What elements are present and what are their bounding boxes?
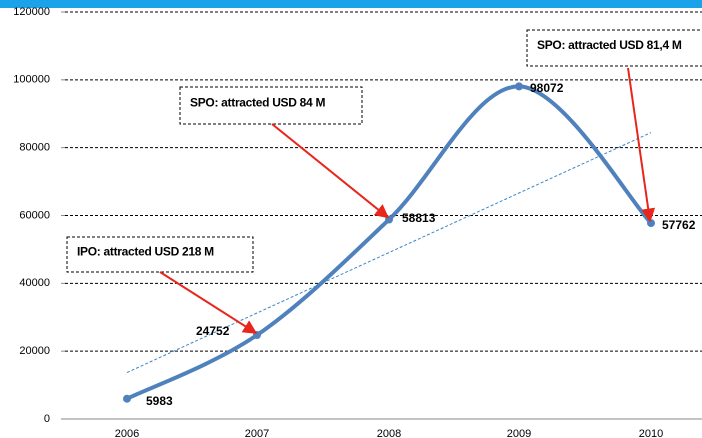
data-label: 57762 (662, 218, 696, 232)
y-tick-label: 120000 (13, 6, 50, 18)
y-tick-label: 0 (44, 413, 50, 425)
data-label: 58813 (402, 211, 436, 225)
y-tick-label: 60000 (19, 209, 50, 221)
annotation-box (526, 29, 702, 67)
trend-line (126, 132, 652, 373)
point (123, 394, 131, 403)
y-tick-label: 80000 (19, 142, 50, 154)
annotation-arrow (627, 67, 656, 223)
header-strip (0, 0, 702, 8)
x-tick-label: 2008 (377, 428, 401, 438)
data-label: 98072 (530, 81, 564, 95)
annotation-text: SPO: attracted USD 81,4 M (537, 38, 682, 52)
point (647, 219, 655, 228)
annotation-box (179, 86, 363, 125)
data-label: 5983 (146, 394, 173, 408)
y-tick-label: 40000 (19, 277, 50, 289)
annotation-arrow (271, 123, 390, 219)
x-tick-label: 2006 (115, 428, 139, 438)
annotation-arrow (159, 271, 258, 334)
data-label: 24752 (196, 324, 230, 338)
y-tick-label: 100000 (13, 74, 50, 86)
annotation-box (66, 236, 254, 273)
x-tick-label: 2010 (639, 428, 663, 438)
y-tick-label: 20000 (19, 345, 50, 357)
point (515, 82, 523, 91)
annotation-text: IPO: attracted USD 218 M (77, 245, 214, 259)
x-tick-label: 2007 (245, 428, 269, 438)
x-tick-label: 2009 (507, 428, 531, 438)
annotation-text: SPO: attracted USD 84 M (190, 96, 325, 110)
series-line (126, 84, 653, 401)
